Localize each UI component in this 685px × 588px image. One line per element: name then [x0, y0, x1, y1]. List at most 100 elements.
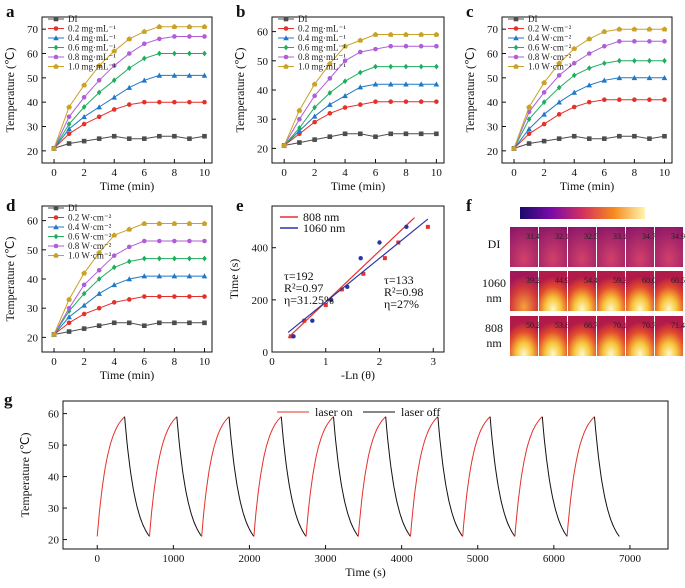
- data-point: [53, 63, 59, 69]
- data-point: [327, 76, 333, 81]
- data-point: [357, 69, 363, 76]
- fit-annotation: η=27%: [384, 297, 419, 311]
- data-point: [66, 308, 72, 315]
- data-point: [388, 99, 394, 104]
- data-point: [186, 220, 193, 226]
- panel-g: 0 1000 2000 3000 4000 5000 6000 7000 20 30 40 50 60 T…: [4, 390, 669, 579]
- panel-label: f: [466, 196, 472, 215]
- thermal-temp-value: 70.7: [642, 321, 656, 330]
- data-point: [342, 105, 348, 110]
- x-tick-label: 6000: [543, 553, 566, 565]
- legend-label: 1.0 W·cm⁻²: [68, 251, 112, 261]
- data-point: [312, 93, 317, 99]
- series-3: [511, 57, 667, 152]
- data-point: [403, 31, 409, 37]
- data-point: [126, 51, 132, 56]
- series-0: [51, 320, 207, 337]
- data-point: [291, 334, 296, 339]
- data-point: [111, 107, 117, 112]
- data-point: [556, 136, 562, 141]
- series-0: [51, 133, 207, 151]
- data-point: [342, 93, 348, 99]
- thermal-image: [655, 227, 683, 267]
- y-tick-label: 60: [27, 49, 39, 61]
- data-point: [418, 81, 424, 87]
- data-point: [373, 99, 378, 104]
- data-point: [571, 133, 577, 139]
- data-point: [312, 119, 317, 125]
- data-point: [172, 50, 177, 57]
- y-tick-label: 20: [257, 143, 269, 155]
- data-point: [172, 34, 177, 39]
- data-point: [327, 60, 333, 67]
- fit-annotation: τ=133: [384, 273, 414, 287]
- series-4: [511, 39, 667, 151]
- x-tick-label: 0: [511, 167, 517, 179]
- data-point: [186, 72, 193, 78]
- data-point: [373, 46, 378, 52]
- thermal-temp-value: 34.9: [671, 232, 685, 241]
- fit-annotation: η=31.25%: [284, 293, 334, 307]
- data-point: [556, 60, 562, 66]
- panel-label: g: [4, 390, 13, 409]
- data-point: [126, 84, 133, 90]
- thermal-temp-value: 31.4: [526, 232, 540, 241]
- thermal-image: [539, 271, 567, 311]
- thermal-image: [626, 271, 654, 311]
- data-point: [96, 290, 102, 296]
- data-point: [171, 23, 178, 30]
- thermal-image: [597, 227, 625, 267]
- x-tick-label: 10: [199, 356, 211, 368]
- legend: DI0.2 mg·mL⁻¹0.4 mg·mL⁻¹0.6 mg·mL⁻¹0.8 m…: [278, 14, 346, 72]
- fit-annotation: R²=0.97: [284, 281, 323, 295]
- series-1: [511, 97, 667, 151]
- legend-label: 1.0 mg·mL⁻¹: [298, 62, 346, 72]
- data-point: [126, 258, 132, 265]
- x-tick-label: 8: [632, 167, 638, 179]
- data-point: [513, 54, 519, 60]
- legend-label: 0.4 mg·mL⁻¹: [68, 33, 116, 43]
- legend-label: 0.8 W·cm⁻²: [528, 52, 572, 62]
- y-tick-label: 30: [257, 114, 269, 126]
- data-point: [157, 320, 162, 326]
- data-point: [556, 112, 562, 117]
- data-point: [403, 81, 409, 87]
- data-point: [53, 215, 59, 220]
- thermal-image: [568, 227, 596, 267]
- legend-label: laser on: [315, 405, 353, 419]
- data-point: [187, 34, 192, 39]
- legend-label: laser off: [401, 405, 440, 419]
- data-point: [51, 145, 57, 151]
- data-point: [526, 116, 532, 123]
- data-point: [647, 97, 652, 103]
- data-point: [358, 255, 363, 261]
- thermal-row-1: 1060 nm 39.2 44.9 54.4 59.3 60.0 60.5: [482, 271, 685, 311]
- data-point: [172, 320, 177, 326]
- y-tick-label: 20: [27, 332, 39, 344]
- data-point: [81, 290, 87, 297]
- thermal-image: [510, 271, 538, 311]
- data-point: [201, 23, 208, 30]
- y-axis-label: Temperature (℃): [233, 48, 247, 133]
- data-point: [66, 131, 72, 137]
- data-point: [433, 81, 440, 87]
- data-point: [387, 31, 394, 37]
- data-point: [81, 282, 87, 288]
- data-point: [283, 44, 289, 51]
- heating-curve: [357, 416, 387, 537]
- data-point: [187, 136, 192, 141]
- data-point: [142, 323, 147, 329]
- panel-d: 0 2 4 6 8 10 20 30 40 50 60 Time (min) Temperature (…: [3, 196, 213, 382]
- data-point: [66, 329, 72, 334]
- data-point: [111, 253, 117, 258]
- data-point: [556, 73, 562, 78]
- legend-label: DI: [68, 203, 78, 213]
- data-point: [418, 43, 424, 49]
- data-point: [156, 72, 163, 78]
- legend-label: 0.8 mg·mL⁻¹: [68, 52, 116, 62]
- legend: DI0.2 W·cm⁻²0.4 W·cm⁻²0.6 W·cm⁻²0.8 W·cm…: [508, 14, 572, 72]
- fit-annotation: τ=192: [284, 269, 314, 283]
- data-point: [571, 72, 577, 79]
- data-point: [377, 240, 382, 245]
